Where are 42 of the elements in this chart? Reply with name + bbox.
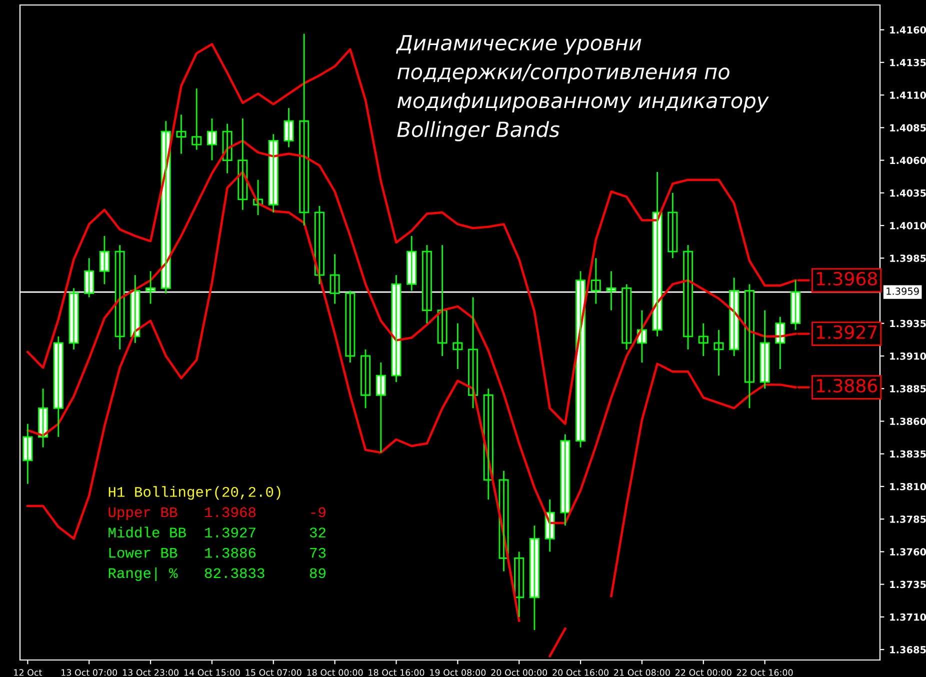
text: Динамические уровни поддержки/сопротивления по модифицированному индикатору Bollinger Bands (396, 35, 769, 142)
x-tick-label: 13 Oct 07:00 (62, 669, 118, 676)
y-tick-label: 1.3835 (890, 450, 926, 458)
x-tick-label: 20 Oct 00:00 (491, 669, 548, 676)
text: 1.3886 (816, 378, 878, 393)
annotation: Middle BB 1.3927 32 (108, 526, 326, 538)
y-tick-label: 1.3810 (890, 482, 926, 490)
annotation: Range| % 82.3833 89 (108, 567, 326, 581)
x-tick-label: 22 Oct 16:00 (736, 669, 793, 676)
x-tick-label: 20 Oct 16:00 (552, 669, 608, 676)
y-tick-label: 1.3910 (890, 352, 926, 360)
text: 1.3968 (816, 272, 877, 286)
annotation: Lower BB 1.3886 73 (109, 548, 326, 558)
y-tick-label: 1.4085 (890, 124, 926, 132)
x-tick-label: 14 Oct 15:00 (184, 669, 240, 676)
x-tick-label: 19 Oct 08:00 (430, 669, 486, 676)
annotation: H1 Bollinger(20,2.0) (108, 486, 280, 500)
y-tick-label: 1.3885 (890, 385, 926, 392)
y-tick-label: 1.4110 (890, 92, 926, 99)
x-tick-label: 22 Oct 00:00 (676, 669, 732, 676)
x-tick-label: 12 Oct (14, 669, 42, 676)
y-tick-label: 1.3735 (890, 580, 926, 588)
ref-line-label: 1.3959 (886, 288, 919, 295)
text: 1.3927 (816, 325, 877, 340)
y-tick-label: 1.3685 (890, 646, 926, 654)
y-tick-label: 1.3710 (890, 613, 926, 621)
y-tick-label: 1.3760 (890, 548, 926, 556)
y-tick-label: 1.3985 (890, 254, 926, 262)
y-tick-label: 1.4060 (890, 156, 926, 164)
x-tick-label: 15 Oct 07:00 (246, 669, 302, 676)
y-tick-label: 1.3860 (890, 418, 926, 426)
y-tick-label: 1.4135 (890, 58, 926, 66)
y-tick-label: 1.3785 (890, 516, 926, 523)
x-tick-label: 18 Oct 00:00 (307, 669, 363, 676)
x-tick-label: 13 Oct 23:00 (122, 669, 178, 676)
annotation: Upper BB 1.3968 -9 (108, 507, 326, 520)
y-tick-label: 1.3935 (890, 320, 926, 328)
x-tick-label: 21 Oct 08:00 (614, 669, 670, 676)
y-tick-label: 1.4160 (890, 26, 926, 34)
y-tick-label: 1.4010 (890, 222, 926, 230)
y-tick-label: 1.4035 (890, 189, 926, 197)
x-tick-label: 18 Oct 16:00 (368, 669, 424, 676)
